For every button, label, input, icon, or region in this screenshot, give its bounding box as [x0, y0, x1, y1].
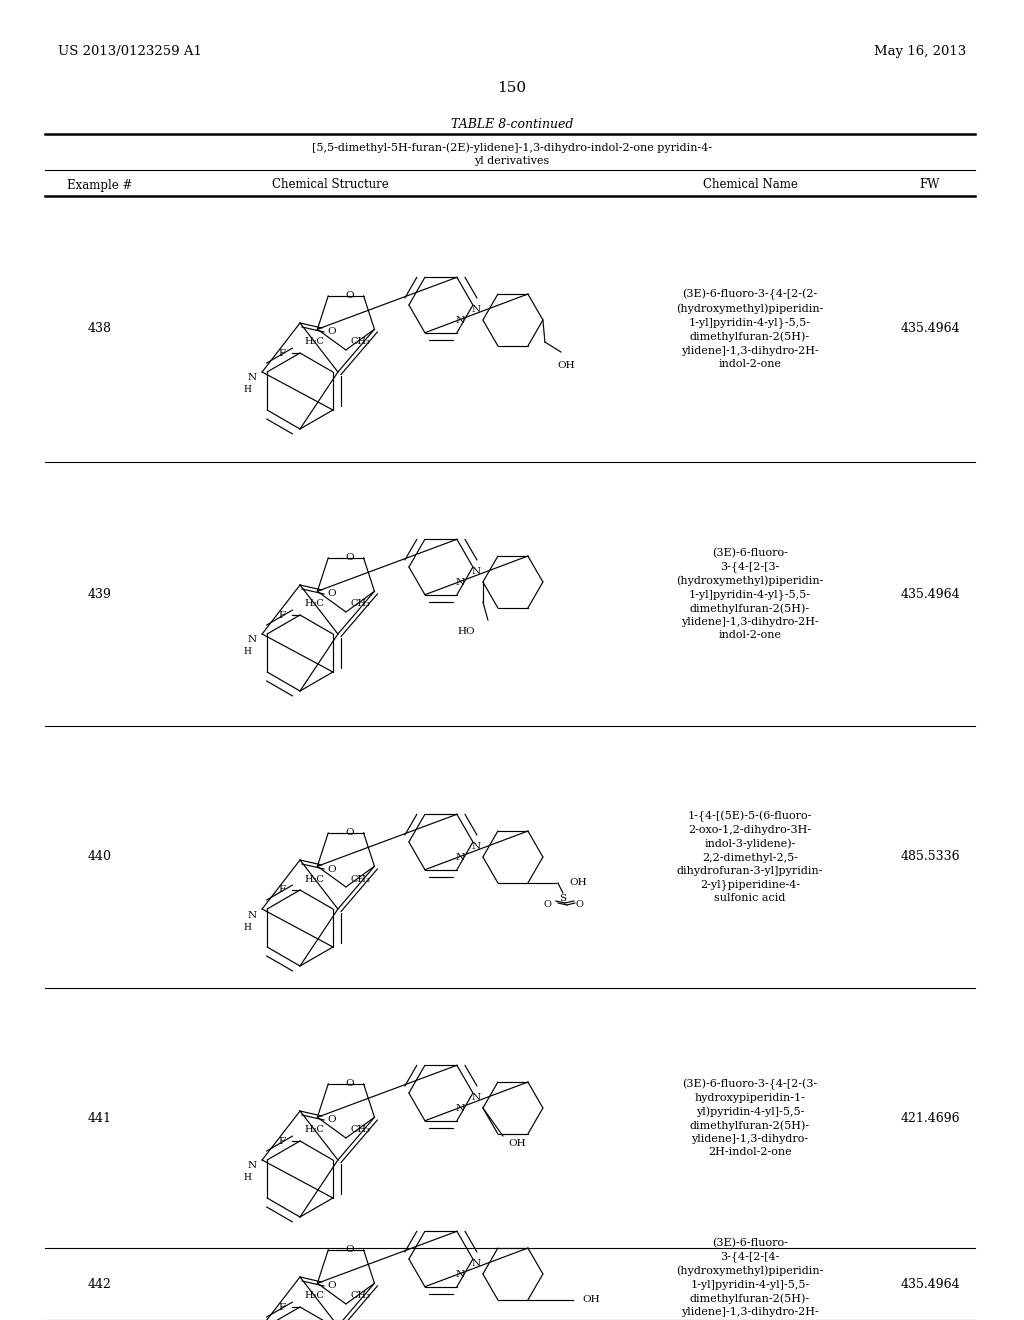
- Text: N: N: [248, 911, 257, 920]
- Text: CH₃: CH₃: [351, 1126, 371, 1134]
- Text: F: F: [279, 610, 286, 619]
- Text: F: F: [279, 1303, 286, 1312]
- Text: N: N: [472, 1093, 481, 1102]
- Text: May 16, 2013: May 16, 2013: [873, 45, 966, 58]
- Text: O: O: [345, 553, 353, 562]
- Text: O: O: [328, 865, 336, 874]
- Text: H₃C: H₃C: [304, 338, 324, 346]
- Text: H: H: [243, 923, 251, 932]
- Text: O: O: [345, 1245, 353, 1254]
- Text: 485.5336: 485.5336: [900, 850, 959, 863]
- Text: CH₃: CH₃: [351, 599, 371, 609]
- Text: O: O: [328, 1115, 336, 1125]
- Text: N: N: [248, 1162, 257, 1171]
- Text: O: O: [345, 292, 353, 300]
- Text: F: F: [279, 1137, 286, 1146]
- Text: 150: 150: [498, 81, 526, 95]
- Text: Chemical Name: Chemical Name: [702, 178, 798, 191]
- Text: H: H: [243, 1173, 251, 1183]
- Text: 441: 441: [88, 1111, 112, 1125]
- Text: OH: OH: [508, 1139, 525, 1148]
- Text: CH₃: CH₃: [351, 338, 371, 346]
- Text: H: H: [243, 385, 251, 395]
- Text: HO: HO: [457, 627, 475, 636]
- Text: 442: 442: [88, 1278, 112, 1291]
- Text: O: O: [328, 327, 336, 337]
- Text: (3E)-6-fluoro-3-{4-[2-(3-
hydroxypiperidin-1-
yl)pyridin-4-yl]-5,5-
dimethylfura: (3E)-6-fluoro-3-{4-[2-(3- hydroxypiperid…: [682, 1078, 817, 1158]
- Text: N: N: [456, 1270, 465, 1279]
- Text: OH: OH: [557, 362, 574, 371]
- Text: H₃C: H₃C: [304, 874, 324, 883]
- Text: FW: FW: [920, 178, 940, 191]
- Text: OH: OH: [582, 1295, 600, 1304]
- Text: F: F: [279, 348, 286, 358]
- Text: N: N: [456, 317, 465, 325]
- Text: N: N: [248, 374, 257, 383]
- Text: 421.4696: 421.4696: [900, 1111, 959, 1125]
- Text: O: O: [345, 1080, 353, 1088]
- Text: O: O: [328, 590, 336, 598]
- Text: 438: 438: [88, 322, 112, 335]
- Text: yl derivatives: yl derivatives: [474, 156, 550, 166]
- Text: (3E)-6-fluoro-
3-{4-[2-[3-
(hydroxymethyl)piperidin-
1-yl]pyridin-4-yl}-5,5-
dim: (3E)-6-fluoro- 3-{4-[2-[3- (hydroxymethy…: [676, 548, 823, 640]
- Text: 435.4964: 435.4964: [900, 322, 959, 335]
- Text: N: N: [472, 305, 481, 314]
- Text: H₃C: H₃C: [304, 1126, 324, 1134]
- Text: N: N: [456, 578, 465, 587]
- Text: H₃C: H₃C: [304, 599, 324, 609]
- Text: US 2013/0123259 A1: US 2013/0123259 A1: [58, 45, 202, 58]
- Text: N: N: [472, 566, 481, 576]
- Text: H: H: [243, 648, 251, 656]
- Text: 435.4964: 435.4964: [900, 587, 959, 601]
- Text: 439: 439: [88, 587, 112, 601]
- Text: 440: 440: [88, 850, 112, 863]
- Text: N: N: [248, 635, 257, 644]
- Text: [5,5-dimethyl-5H-furan-(2E)-ylidene]-1,3-dihydro-indol-2-one pyridin-4-: [5,5-dimethyl-5H-furan-(2E)-ylidene]-1,3…: [312, 143, 712, 153]
- Text: (3E)-6-fluoro-3-{4-[2-(2-
(hydroxymethyl)piperidin-
1-yl]pyridin-4-yl}-5,5-
dime: (3E)-6-fluoro-3-{4-[2-(2- (hydroxymethyl…: [676, 289, 823, 368]
- Text: O: O: [575, 900, 584, 909]
- Text: N: N: [472, 842, 481, 851]
- Text: CH₃: CH₃: [351, 1291, 371, 1300]
- Text: O: O: [544, 900, 552, 909]
- Text: TABLE 8-continued: TABLE 8-continued: [451, 119, 573, 132]
- Text: F: F: [279, 886, 286, 895]
- Text: CH₃: CH₃: [351, 874, 371, 883]
- Text: N: N: [472, 1259, 481, 1267]
- Text: 435.4964: 435.4964: [900, 1278, 959, 1291]
- Text: OH: OH: [569, 879, 587, 887]
- Text: Chemical Structure: Chemical Structure: [271, 178, 388, 191]
- Text: H₃C: H₃C: [304, 1291, 324, 1300]
- Text: N: N: [456, 1105, 465, 1113]
- Text: O: O: [345, 828, 353, 837]
- Text: N: N: [456, 853, 465, 862]
- Text: O: O: [328, 1282, 336, 1291]
- Text: (3E)-6-fluoro-
3-{4-[2-[4-
(hydroxymethyl)piperidin-
1-yl]pyridin-4-yl]-5,5-
dim: (3E)-6-fluoro- 3-{4-[2-[4- (hydroxymethy…: [676, 1238, 823, 1320]
- Text: S: S: [559, 895, 566, 903]
- Text: 1-{4-[(5E)-5-(6-fluoro-
2-oxo-1,2-dihydro-3H-
indol-3-ylidene)-
2,2-dimethyl-2,5: 1-{4-[(5E)-5-(6-fluoro- 2-oxo-1,2-dihydr…: [677, 810, 823, 903]
- Text: Example #: Example #: [68, 178, 133, 191]
